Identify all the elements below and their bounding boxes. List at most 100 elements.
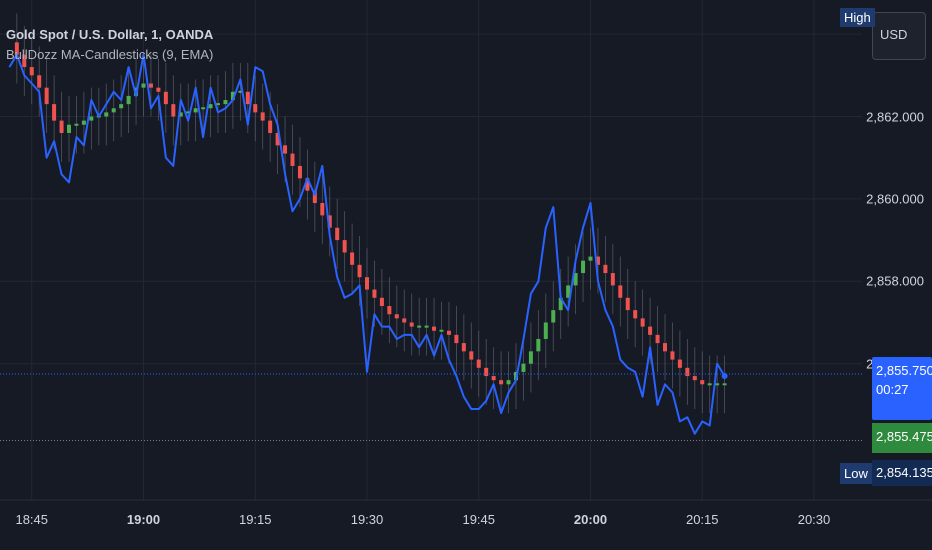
ma-candle-bull — [141, 83, 146, 88]
ma-candle-bear — [260, 112, 265, 121]
ma-candle-bull — [566, 285, 571, 298]
chart-legend: Gold Spot / U.S. Dollar, 1, OANDA BullDo… — [6, 25, 213, 65]
ma-candle-bull — [573, 273, 578, 286]
ma-candle-bear — [663, 343, 667, 352]
ma-candle-bear — [655, 334, 660, 344]
ma-candle-bull — [178, 112, 183, 117]
ma-candle-bear — [320, 203, 325, 216]
ma-candle-bull — [506, 380, 511, 385]
ma-candle-bear — [484, 367, 489, 377]
ma-candle-bear — [640, 318, 645, 327]
ma-candle-bull — [707, 383, 712, 386]
indicator-title[interactable]: BullDozz MA-Candlesticks (9, EMA) — [6, 47, 214, 62]
ma-candle-bear — [365, 277, 369, 290]
ma-candle-bear — [59, 120, 64, 133]
ma-candle-bull — [111, 108, 116, 113]
ma-candle-bear — [372, 289, 377, 298]
ma-candle-bear — [253, 104, 258, 113]
low-value-tag: 2,854.135 — [872, 460, 932, 486]
ma-candle-bear — [394, 314, 399, 319]
ma-candle-bear — [446, 330, 451, 335]
ma-candle-bear — [402, 318, 407, 323]
ma-candle-bull — [89, 116, 94, 121]
ma-candle-bear — [148, 83, 153, 88]
ma-candle-bear — [350, 252, 355, 265]
low-marker-label: Low — [840, 463, 872, 484]
ma-candle-bull — [715, 383, 720, 386]
price-tick-label: 2,858.000 — [866, 273, 924, 289]
ma-candle-bear — [283, 145, 288, 154]
ma-candle-bear — [305, 178, 310, 191]
ma-candle-bear — [625, 297, 630, 311]
ma-candle-bear — [327, 215, 332, 228]
price-tick-label: 2,860.000 — [866, 191, 924, 207]
ma-candle-bull — [439, 329, 444, 332]
ma-candle-bull — [201, 107, 206, 110]
ma-candle-bear — [245, 91, 250, 105]
ma-candle-bear — [335, 227, 340, 241]
symbol-title[interactable]: Gold Spot / U.S. Dollar, 1, OANDA — [6, 27, 214, 42]
ma-candle-bear — [387, 306, 392, 315]
high-marker-label: High — [840, 8, 875, 27]
ma-candle-bull — [67, 124, 71, 133]
ma-candle-bear — [491, 376, 496, 381]
ma-candle-bear — [275, 132, 280, 146]
ma-candle-bull — [223, 100, 228, 105]
ma-candle-bear — [692, 376, 697, 381]
last-price-tag: 2,855.750 00:27 — [872, 357, 932, 420]
ma-candle-bear — [52, 104, 57, 121]
ma-candle-bull — [528, 351, 533, 364]
time-tick-label: 20:30 — [797, 512, 831, 527]
ma-candle-bull — [417, 325, 422, 328]
ma-candle-bear — [37, 75, 42, 88]
ma-candle-bull — [424, 325, 429, 328]
ma-candle-bear — [268, 120, 273, 133]
ma-candle-bull — [521, 363, 526, 372]
ma-candle-bear — [44, 87, 49, 105]
ma-candle-bull — [74, 123, 79, 126]
price-guides — [0, 373, 862, 442]
ma-candle-bull — [581, 260, 586, 274]
price-line-layer — [8, 53, 728, 435]
ma-candle-bear — [677, 359, 682, 368]
ma-candle-bull — [230, 91, 235, 101]
ma-candle-bear — [312, 190, 317, 204]
time-tick-label: 19:15 — [238, 512, 272, 527]
ma-candle-bear — [379, 297, 384, 307]
ma-candle-bear — [670, 351, 675, 360]
ma-candle-bear — [163, 91, 168, 105]
ma-candle-bear — [290, 153, 295, 166]
ma-candle-bear — [156, 87, 161, 92]
ma-candle-bear — [171, 104, 176, 117]
ma-candle-bull — [722, 383, 727, 386]
price-line — [8, 53, 726, 435]
ma-candle-bull — [119, 104, 124, 109]
ma-candle-bear — [342, 240, 347, 253]
ma-candle-bear — [685, 367, 690, 377]
ma-candle-bear — [469, 351, 474, 360]
ma-candle-bull — [238, 90, 243, 93]
ma-candle-bull — [81, 120, 86, 125]
ma-candle-bear — [29, 67, 34, 76]
time-tick-label: 18:45 — [15, 512, 49, 527]
last-price-value: 2,855.750 — [876, 363, 932, 378]
ma-candle-bear — [461, 343, 466, 352]
time-tick-label: 19:00 — [126, 512, 161, 527]
time-tick-label: 19:45 — [462, 512, 496, 527]
ma-candle-bear — [595, 256, 600, 265]
ma-candle-bull — [208, 104, 213, 109]
ma-candle-bear — [14, 42, 19, 55]
time-tick-label: 20:00 — [573, 512, 608, 527]
ma-candle-bull — [186, 111, 191, 114]
ma-candle-bull — [558, 297, 563, 311]
time-tick-label: 20:15 — [685, 512, 719, 527]
currency-selector[interactable]: USD — [872, 12, 926, 60]
ma-candle-bull — [126, 95, 131, 105]
ma-candle-bear — [357, 264, 362, 278]
ma-candle-bear — [432, 326, 437, 331]
ma-value-tag: 2,855.475 — [872, 423, 932, 453]
ma-candle-bear — [648, 326, 653, 335]
ma-candle-bull — [588, 256, 593, 261]
ma-candle-bull — [193, 108, 198, 113]
